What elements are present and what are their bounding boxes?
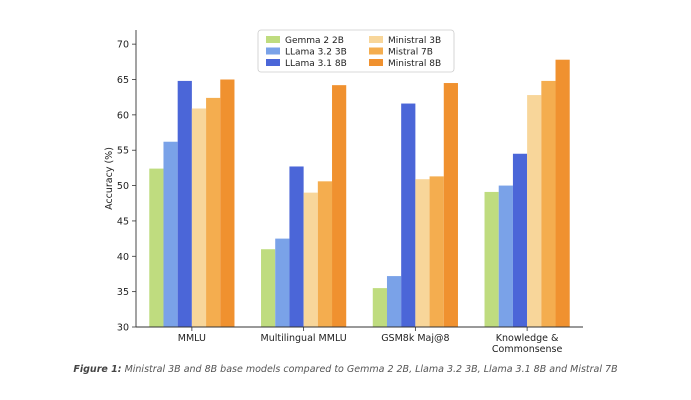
y-axis-label: Accuracy (%)	[104, 147, 115, 210]
x-category-labels: MMLU Multilingual MMLU GSM8k Maj@8 Knowledg…	[178, 327, 563, 355]
legend-label: LLama 3.2 3B	[285, 48, 347, 58]
bar-ministral-8b-3	[555, 59, 570, 327]
y-tick-label: 50	[117, 181, 129, 192]
x-category-label: GSM8k Maj@8	[381, 333, 449, 344]
bar-llama-3-1-8b-3	[512, 153, 528, 327]
x-category-label: Commonsense	[492, 344, 563, 355]
x-category-label: MMLU	[178, 333, 206, 344]
bar-ministral-3b-1	[303, 192, 318, 327]
legend-swatch	[266, 36, 280, 43]
bar-llama-3-1-8b-0	[177, 80, 192, 328]
bar-ministral-8b-1	[332, 85, 347, 328]
bar-llama-3-2-3b-0	[163, 141, 178, 327]
bar-ministral-3b-0	[191, 108, 207, 327]
caption-text: Ministral 3B and 8B base models compared…	[121, 364, 618, 375]
bar-llama-3-2-3b-3	[498, 185, 513, 327]
y-ticks-group: 30 35 40 45 50 55 60 65 70	[117, 40, 136, 334]
y-tick-label: 40	[117, 252, 129, 263]
bar-ministral-8b-0	[220, 79, 235, 327]
bar-gemma-2-2b-0	[149, 168, 164, 327]
bars-group	[149, 59, 570, 328]
legend-swatch	[369, 47, 383, 55]
bar-chart: 30 35 40 45 50 55 60 65 70 MMLU Multilingual MMLU…	[104, 29, 583, 355]
y-tick-label: 45	[117, 216, 129, 227]
legend-swatch	[266, 59, 280, 66]
legend-swatch	[369, 36, 383, 43]
x-category-label: Multilingual MMLU	[261, 333, 347, 344]
y-tick-label: 65	[117, 75, 129, 86]
x-category-label: Knowledge &	[496, 333, 559, 344]
y-tick-label: 70	[117, 40, 129, 51]
legend-label: Ministral 8B	[388, 59, 441, 69]
legend-swatch	[369, 59, 383, 66]
bar-ministral-8b-2	[443, 83, 458, 328]
y-tick-label: 55	[117, 146, 129, 157]
legend-box	[257, 29, 455, 73]
bar-llama-3-1-8b-1	[289, 166, 304, 327]
bar-gemma-2-2b-2	[372, 288, 387, 327]
bar-mistral-7b-0	[206, 97, 221, 327]
bar-mistral-7b-3	[541, 80, 556, 328]
y-tick-label: 35	[117, 287, 129, 298]
bar-mistral-7b-2	[429, 176, 444, 327]
y-tick-label: 30	[117, 323, 129, 334]
bar-llama-3-2-3b-1	[275, 238, 290, 327]
caption-lead: Figure 1:	[73, 364, 122, 375]
legend-label: Ministral 3B	[388, 36, 441, 46]
legend-label: Mistral 7B	[388, 48, 433, 58]
bar-mistral-7b-1	[317, 181, 333, 327]
bar-gemma-2-2b-3	[484, 191, 499, 327]
legend-label: LLama 3.1 8B	[285, 59, 347, 69]
legend-label: Gemma 2 2B	[285, 36, 344, 46]
bar-llama-3-2-3b-2	[386, 276, 402, 327]
bar-ministral-3b-2	[415, 179, 430, 327]
bar-ministral-3b-3	[527, 95, 542, 327]
figure-caption: Figure 1: Ministral 3B and 8B base model…	[0, 364, 691, 375]
y-tick-label: 60	[117, 110, 129, 121]
legend-swatch	[266, 47, 280, 55]
bar-gemma-2-2b-1	[261, 249, 276, 327]
bar-llama-3-1-8b-2	[401, 103, 416, 328]
